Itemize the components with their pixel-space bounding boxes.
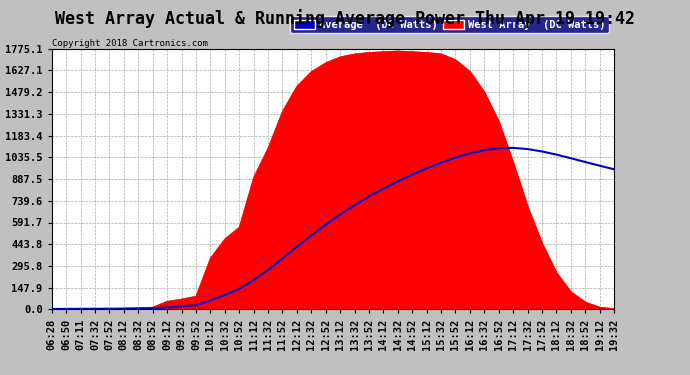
Text: Copyright 2018 Cartronics.com: Copyright 2018 Cartronics.com	[52, 39, 208, 48]
Legend: Average  (DC Watts), West Array  (DC Watts): Average (DC Watts), West Array (DC Watts…	[290, 16, 609, 33]
Text: West Array Actual & Running Average Power Thu Apr 19 19:42: West Array Actual & Running Average Powe…	[55, 9, 635, 28]
